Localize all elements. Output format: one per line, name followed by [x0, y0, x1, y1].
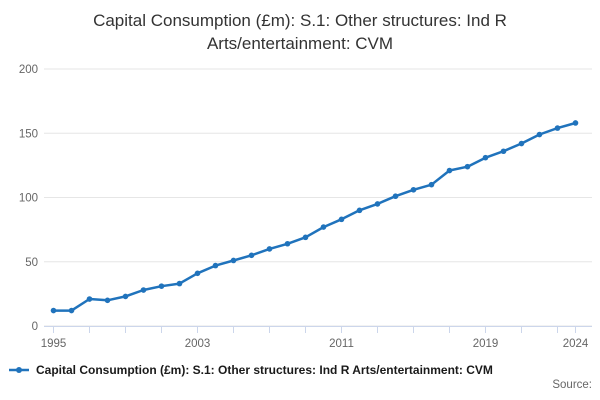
x-axis-tick-label: 2003 [185, 338, 211, 350]
y-axis-tick-label: 150 [19, 128, 38, 140]
data-point[interactable] [248, 252, 255, 259]
legend-item[interactable]: Capital Consumption (£m): S.1: Other str… [8, 363, 596, 377]
data-point[interactable] [428, 181, 435, 188]
data-point[interactable] [410, 186, 417, 193]
series-line[interactable] [52, 121, 577, 312]
y-axis-tick-label: 50 [25, 257, 38, 269]
data-point[interactable] [536, 131, 543, 138]
chart-title-line2: Arts/entertainment: CVM [206, 34, 394, 53]
data-point[interactable] [572, 120, 579, 126]
data-point[interactable] [554, 125, 561, 131]
chart-title-line1: Capital Consumption (£m): S.1: Other str… [93, 11, 507, 30]
source-label: Source: [552, 379, 592, 391]
data-point[interactable] [464, 163, 471, 170]
x-axis-tick-label: 2024 [563, 338, 589, 350]
data-point[interactable] [122, 293, 129, 300]
x-axis-tick-label: 2011 [329, 338, 354, 350]
data-point[interactable] [284, 240, 291, 247]
data-point[interactable] [50, 307, 57, 314]
data-point[interactable] [104, 297, 111, 304]
chart-title: Capital Consumption (£m): S.1: Other str… [0, 9, 600, 55]
data-point[interactable] [266, 246, 273, 252]
data-point[interactable] [374, 201, 381, 207]
data-point[interactable] [86, 296, 93, 302]
data-point[interactable] [176, 280, 183, 287]
data-point[interactable] [158, 283, 165, 289]
data-point[interactable] [518, 140, 525, 147]
data-point[interactable] [212, 262, 219, 269]
data-point[interactable] [446, 167, 453, 174]
data-point[interactable] [302, 234, 309, 241]
data-point[interactable] [338, 216, 345, 223]
x-axis-tick-label: 2019 [473, 338, 499, 350]
y-axis-tick-label: 0 [32, 321, 38, 333]
data-point[interactable] [356, 207, 363, 214]
data-point[interactable] [392, 193, 399, 200]
y-axis-tick-label: 200 [19, 64, 38, 76]
x-axis-tick-label: 1995 [41, 338, 67, 350]
data-point[interactable] [194, 270, 201, 277]
legend-marker-icon [9, 367, 29, 373]
legend-label: Capital Consumption (£m): S.1: Other str… [36, 363, 493, 377]
y-axis-tick-label: 100 [19, 193, 38, 205]
data-point[interactable] [482, 154, 489, 161]
data-point[interactable] [140, 287, 147, 293]
data-point[interactable] [68, 307, 75, 314]
data-point[interactable] [500, 148, 507, 155]
data-point[interactable] [230, 257, 237, 264]
data-point[interactable] [320, 224, 327, 230]
